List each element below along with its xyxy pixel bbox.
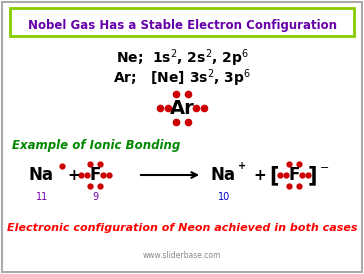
Text: Ar;   [Ne] 3s$^2$, 3p$^6$: Ar; [Ne] 3s$^2$, 3p$^6$ (113, 67, 251, 89)
Text: of Neon achieved in both cases: of Neon achieved in both cases (0, 273, 1, 274)
Text: F: F (89, 166, 101, 184)
Text: Nobel Gas Has a Stable Electron Configuration: Nobel Gas Has a Stable Electron Configur… (28, 19, 336, 33)
Text: Na: Na (28, 166, 53, 184)
Text: configuration: configuration (0, 273, 1, 274)
Text: 9: 9 (92, 192, 98, 202)
Text: Electronic: Electronic (0, 273, 1, 274)
Text: 11: 11 (36, 192, 48, 202)
Text: +: + (254, 167, 266, 182)
Text: [: [ (269, 165, 279, 185)
Text: www.sliderbase.com: www.sliderbase.com (143, 252, 221, 261)
FancyBboxPatch shape (10, 8, 354, 36)
Text: Na: Na (210, 166, 235, 184)
Text: F: F (288, 166, 300, 184)
Text: Example of Ionic Bonding: Example of Ionic Bonding (12, 138, 180, 152)
Text: +: + (238, 161, 246, 171)
Text: $-$: $-$ (319, 161, 329, 171)
Text: Electronic configuration of Neon achieved in both cases: Electronic configuration of Neon achieve… (7, 223, 357, 233)
Text: Ar: Ar (170, 98, 194, 118)
Text: +: + (68, 167, 80, 182)
Text: ]: ] (307, 165, 317, 185)
Text: 10: 10 (218, 192, 230, 202)
Text: Ne;  1s$^2$, 2s$^2$, 2p$^6$: Ne; 1s$^2$, 2s$^2$, 2p$^6$ (115, 47, 249, 69)
